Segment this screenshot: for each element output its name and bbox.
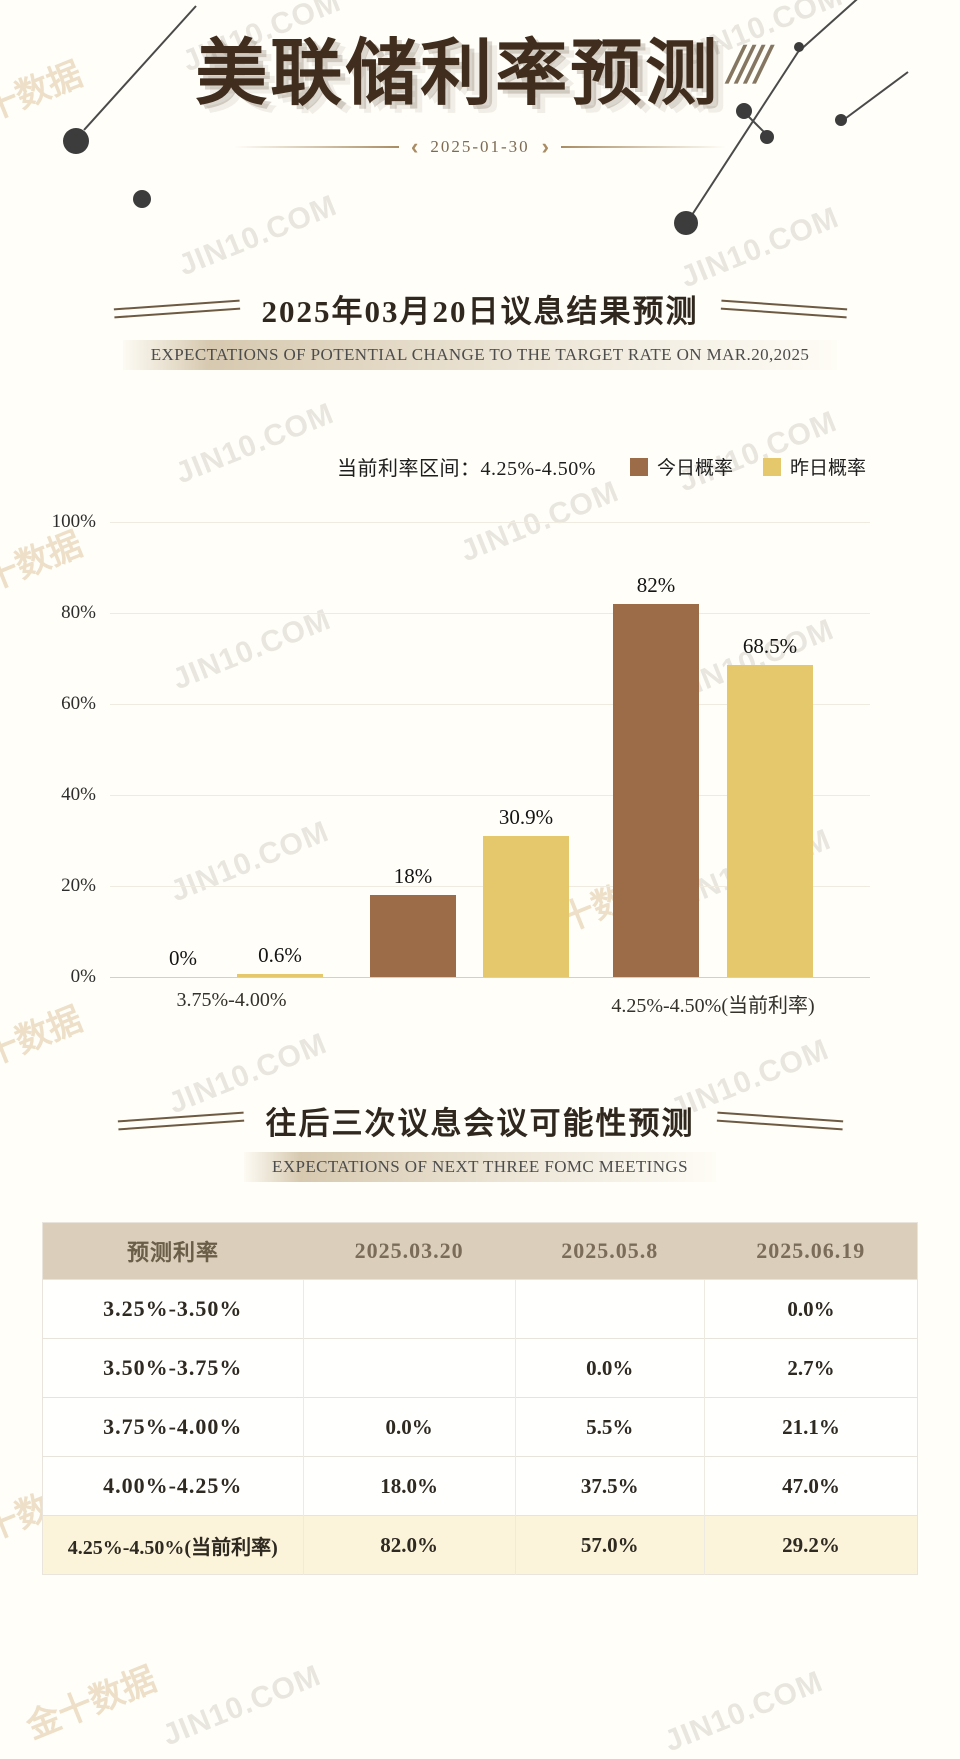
gridline [110,613,870,614]
table-row: 4.00%-4.25% 18.0% 37.5% 47.0% [42,1456,918,1516]
bar-value-yesterday-group1: 30.9% [498,805,554,829]
legend-item-today: 今日概率 [629,453,733,480]
table-header-1: 2025.03.20 [303,1222,516,1280]
date-line-left [234,146,399,148]
table-cell-value-0: 0.0% [302,1397,516,1457]
bar-today-group1 [370,895,456,977]
table-cell-value-0 [302,1279,516,1339]
rate-probability-chart: 当前利率区间：4.25%-4.50% 今日概率 昨日概率 100% 80% 60% 40… [0,440,960,1040]
table-header-row: 预测利率 2025.03.20 2025.05.8 2025.06.19 [42,1222,918,1280]
legend-label-today: 今日概率 [656,458,733,479]
table-row: 3.50%-3.75% 0.0% 2.7% [42,1338,918,1398]
table-body: 3.25%-3.50% 0.0% 3.50%-3.75% 0.0% 2.7% 3.75%-… [42,1279,918,1575]
table-cell-value-1: 5.5% [514,1397,705,1457]
chart-legend-row: 当前利率区间：4.25%-4.50% 今日概率 昨日概率 [337,452,866,481]
table-cell-value-0: 18.0% [302,1456,516,1516]
bar-value-today-group0: 0% [169,946,197,970]
section-ornament-left [113,299,240,318]
date-arrow-right-icon: › [541,134,549,159]
table-cell-value-1: 57.0% [514,1515,705,1575]
section-ornament-left [117,1111,244,1130]
legend-swatch-yesterday-icon [762,457,781,476]
y-tick-label: 40% [61,784,96,805]
y-tick-label: 0% [70,966,96,987]
constellation-decoration [63,0,909,235]
legend-item-yesterday: 昨日概率 [762,453,866,480]
x-axis-label: 4.25%-4.50%(当前利率) [611,995,815,1017]
table-cell-value-1: 0.0% [514,1338,705,1398]
section-ornament-right [716,1111,843,1130]
section2-subtitle: EXPECTATIONS OF NEXT THREE FOMC MEETINGS [244,1152,716,1182]
x-axis-labels: 3.75%-4.00% 4.25%-4.50%(当前利率) [110,989,870,1019]
table-cell-rate: 3.25%-3.50% [42,1279,303,1339]
table-cell-value-2: 2.7% [703,1338,918,1398]
section2-header: 往后三次议息会议可能性预测 EXPECTATIONS OF NEXT THREE… [0,1098,960,1182]
date-line-right [560,146,726,148]
page-title: 美联储利率预测 [195,34,721,114]
section2-title: 往后三次议息会议可能性预测 [265,1106,695,1141]
gridline [110,522,870,523]
table-cell-rate: 3.75%-4.00% [42,1397,303,1457]
section1-title-row: 2025年03月20日议息结果预测 [113,286,847,331]
table-cell-value-2: 47.0% [703,1456,918,1516]
fomc-meetings-table: 预测利率 2025.03.20 2025.05.8 2025.06.19 3.25%-… [42,1222,918,1575]
legend-label-yesterday: 昨日概率 [789,458,866,479]
table-cell-value-2: 21.1% [703,1397,918,1457]
bar-yesterday-group1 [483,836,569,977]
y-tick-label: 100% [51,511,96,532]
chart-plot-area: 0% 18% 82% 0.6% 30.9% 68.5% [110,522,870,977]
table-cell-rate: 4.00%-4.25% [42,1456,303,1516]
table-cell-rate: 3.50%-3.75% [42,1338,303,1398]
fomc-table: 预测利率 2025.03.20 2025.05.8 2025.06.19 3.25%-… [42,1222,918,1575]
bar-value-yesterday-group0: 0.6% [258,943,302,967]
y-tick-label: 80% [61,602,96,623]
date-arrow-left-icon: ‹ [411,134,419,159]
table-row: 3.75%-4.00% 0.0% 5.5% 21.1% [42,1397,918,1457]
section1-header: 2025年03月20日议息结果预测 EXPECTATIONS OF POTENT… [0,286,960,370]
y-tick-label: 60% [61,693,96,714]
x-axis-label: 3.75%-4.00% [176,989,287,1011]
report-date: 2025-01-30 [430,137,530,156]
y-tick-label: 20% [61,875,96,896]
table-cell-value-1: 37.5% [514,1456,705,1516]
bar-value-yesterday-group2: 68.5% [742,634,798,658]
legend-swatch-today-icon [629,457,648,476]
bar-yesterday-group0 [237,974,323,977]
section1-title: 2025年03月20日议息结果预测 [261,294,699,329]
title-slash-decor: //// [723,31,770,96]
table-cell-value-2: 0.0% [703,1279,918,1339]
bar-yesterday-group2 [727,665,813,977]
table-header-3: 2025.06.19 [704,1222,918,1280]
watermark-jinshi: 金十数据 [21,1660,162,1747]
current-rate-note: 当前利率区间：4.25%-4.50% [336,458,596,480]
section2-title-row: 往后三次议息会议可能性预测 [117,1098,843,1143]
bar-value-today-group1: 18% [393,864,433,888]
gridline [110,977,870,978]
date-badge: ‹ 2025-01-30 › [0,136,960,158]
table-cell-value-0 [302,1338,516,1398]
gridline [110,795,870,796]
table-cell-rate: 4.25%-4.50%(当前利率) [42,1515,303,1575]
table-header-0: 预测利率 [42,1222,303,1280]
table-cell-value-2: 29.2% [703,1515,918,1575]
chart-legend: 今日概率 昨日概率 [629,453,866,480]
section1-subtitle: EXPECTATIONS OF POTENTIAL CHANGE TO THE … [122,340,838,370]
bar-value-today-group2: 82% [636,573,676,597]
watermark-jin10: JIN10.COM [660,1664,828,1759]
table-cell-value-1 [514,1279,705,1339]
gridline [110,704,870,705]
bar-today-group2 [613,604,699,977]
section-ornament-right [720,299,847,318]
watermark-jin10: JIN10.COM [158,1658,326,1753]
table-header-2: 2025.05.8 [515,1222,705,1280]
table-cell-value-0: 82.0% [302,1515,516,1575]
table-row: 3.25%-3.50% 0.0% [42,1279,918,1339]
page-header: 美联储利率预测 //// [0,14,960,119]
table-row-current-rate: 4.25%-4.50%(当前利率) 82.0% 57.0% 29.2% [42,1515,918,1575]
